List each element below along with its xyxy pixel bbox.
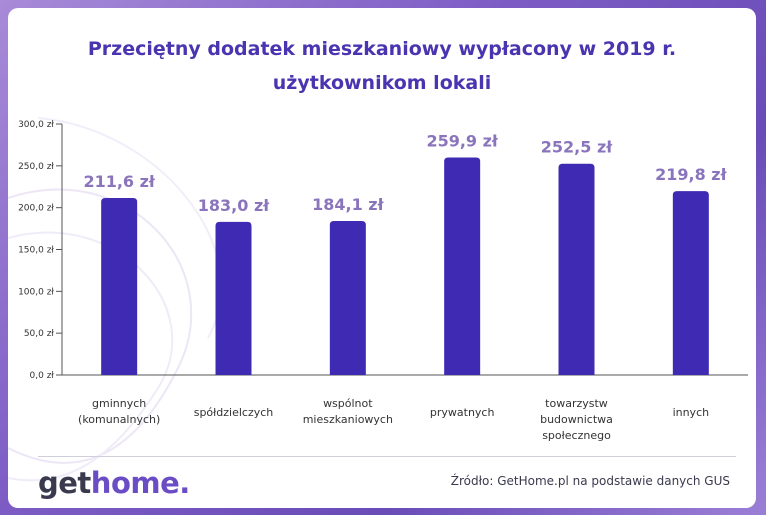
- bar: [558, 163, 595, 375]
- category-label: gminnych (komunalnych): [78, 397, 160, 426]
- data-label: 183,0 zł: [198, 196, 270, 215]
- gethome-logo: gethome.: [38, 466, 190, 500]
- chart-title-line2: użytkownikom lokali: [272, 72, 492, 94]
- footer-divider: [38, 456, 736, 457]
- logo-part-get: get: [38, 466, 91, 500]
- bar: [329, 220, 366, 375]
- data-label: 211,6 zł: [83, 172, 155, 191]
- y-tick-label: 200,0 zł: [18, 204, 54, 214]
- bar: [215, 221, 252, 375]
- y-tick-label: 50,0 zł: [24, 329, 55, 339]
- category-label: innych: [673, 406, 710, 419]
- category-label: wspólnot mieszkaniowych: [303, 397, 393, 426]
- category-label: prywatnych: [430, 406, 495, 419]
- y-tick-label: 250,0 zł: [18, 162, 54, 172]
- y-tick-label: 150,0 zł: [18, 246, 54, 256]
- category-label: towarzystw budownictwa społecznego: [540, 397, 613, 442]
- bar: [672, 191, 709, 375]
- chart-card: Przeciętny dodatek mieszkaniowy wypłacon…: [8, 8, 756, 508]
- y-tick-label: 300,0 zł: [18, 120, 54, 130]
- y-tick-label: 100,0 zł: [18, 287, 54, 297]
- bar-chart: 0,0 zł 50,0 zł 100,0 zł 150,0 zł 200,0 zł 250…: [18, 120, 748, 442]
- logo-part-home: home.: [90, 466, 190, 500]
- bar: [444, 157, 481, 375]
- data-label: 259,9 zł: [426, 132, 498, 151]
- chart-title-line1: Przeciętny dodatek mieszkaniowy wypłacon…: [87, 38, 677, 60]
- category-label: spółdzielczych: [194, 406, 274, 419]
- y-tick-label: 0,0 zł: [30, 371, 55, 381]
- data-label: 252,5 zł: [541, 138, 613, 157]
- data-label: 219,8 zł: [655, 165, 727, 184]
- bar: [101, 197, 138, 375]
- source-note: Źródło: GetHome.pl na podstawie danych G…: [450, 474, 730, 488]
- data-label: 184,1 zł: [312, 195, 384, 214]
